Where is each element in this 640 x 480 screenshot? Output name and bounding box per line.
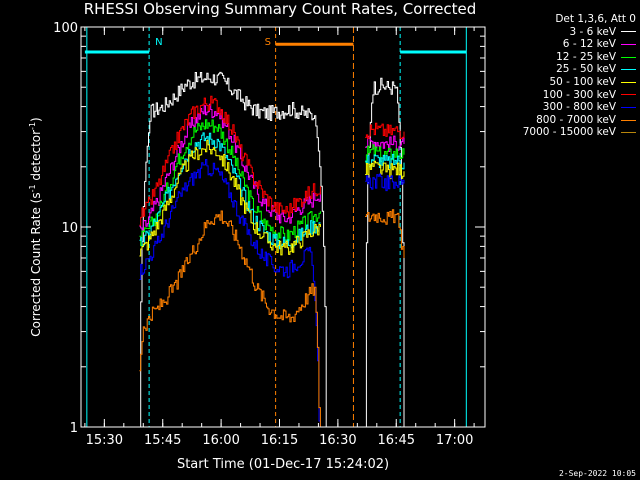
series-line-7-0 bbox=[139, 210, 321, 427]
series-line-6-0 bbox=[139, 159, 321, 427]
x-tick-label: 16:15 bbox=[261, 433, 298, 448]
legend-swatch bbox=[621, 56, 636, 58]
legend-entry: 100 - 300 keV bbox=[523, 89, 636, 102]
legend-title: Det 1,3,6, Att 0 bbox=[555, 13, 636, 25]
x-tick-label: 16:00 bbox=[202, 433, 239, 448]
legend-label: 50 - 100 keV bbox=[549, 75, 616, 88]
legend-label: 100 - 300 keV bbox=[542, 88, 616, 101]
series-line-6-1 bbox=[365, 173, 405, 192]
legend-entry: 3 - 6 keV bbox=[523, 26, 636, 39]
series-line-5-1 bbox=[365, 122, 405, 140]
y-tick-label: 1 bbox=[70, 421, 78, 436]
chart-title: RHESSI Observing Summary Count Rates, Co… bbox=[83, 0, 477, 18]
legend-swatch bbox=[621, 94, 636, 96]
legend-swatch bbox=[621, 81, 636, 83]
series-line-7-1 bbox=[365, 209, 405, 258]
legend-label: 12 - 25 keV bbox=[556, 50, 616, 63]
legend-entry: 50 - 100 keV bbox=[523, 76, 636, 89]
x-tick-label: 16:45 bbox=[378, 433, 415, 448]
series-layer bbox=[139, 71, 405, 428]
legend-entry: 25 - 50 keV bbox=[523, 63, 636, 76]
y-axis-label: Corrected Count Rate (s-1 detector-1) bbox=[28, 117, 43, 336]
x-tick-label: 17:00 bbox=[436, 433, 473, 448]
legend-label: 25 - 50 keV bbox=[556, 63, 616, 76]
x-tick-label: 15:30 bbox=[86, 433, 123, 448]
legend-entry: 300 - 800 keV bbox=[523, 101, 636, 114]
legend-entry: 7000 - 15000 keV bbox=[523, 126, 636, 139]
series-line-3-1 bbox=[365, 153, 405, 170]
series-line-1-1 bbox=[365, 135, 405, 152]
legend-swatch bbox=[621, 69, 636, 71]
legend-swatch bbox=[621, 119, 636, 121]
series-line-4-0 bbox=[139, 139, 321, 257]
x-tick-label: 15:45 bbox=[144, 433, 181, 448]
legend-label: 800 - 7000 keV bbox=[536, 113, 616, 126]
legend-swatch bbox=[621, 31, 636, 33]
legend-swatch bbox=[621, 132, 636, 134]
series-line-3-0 bbox=[139, 132, 321, 250]
legend-swatch bbox=[621, 106, 636, 108]
flag-label: S bbox=[265, 37, 271, 48]
legend-label: 7000 - 15000 keV bbox=[522, 126, 616, 139]
series-line-5-0 bbox=[139, 95, 321, 226]
legend-entry: 6 - 12 keV bbox=[523, 38, 636, 51]
legend-label: 3 - 6 keV bbox=[569, 25, 616, 38]
legend-label: 300 - 800 keV bbox=[542, 101, 616, 114]
timestamp: 2-Sep-2022 10:05 bbox=[558, 469, 636, 478]
chart-legend: Det 1,3,6, Att 0 3 - 6 keV 6 - 12 keV 12 -… bbox=[523, 13, 636, 139]
x-tick-label: 16:30 bbox=[319, 433, 356, 448]
legend-swatch bbox=[621, 43, 636, 45]
legend-label: 6 - 12 keV bbox=[562, 38, 616, 51]
plot-frame bbox=[80, 26, 486, 428]
legend-entry: 12 - 25 keV bbox=[523, 51, 636, 64]
x-axis-label: Start Time (01-Dec-17 15:24:02) bbox=[177, 457, 389, 472]
y-tick-label: 100 bbox=[53, 21, 78, 36]
series-line-1-0 bbox=[139, 103, 321, 231]
series-line-4-1 bbox=[365, 160, 405, 180]
y-tick-label: 10 bbox=[61, 221, 78, 236]
axes-layer: 15:30 15:45 16:00 16:15 16:30 16:45 17:00 1 10 10… bbox=[53, 21, 485, 448]
series-line-0-0 bbox=[139, 71, 327, 428]
legend-entry: 800 - 7000 keV bbox=[523, 114, 636, 127]
flag-label: N bbox=[155, 37, 162, 48]
series-line-0-1 bbox=[365, 77, 405, 428]
